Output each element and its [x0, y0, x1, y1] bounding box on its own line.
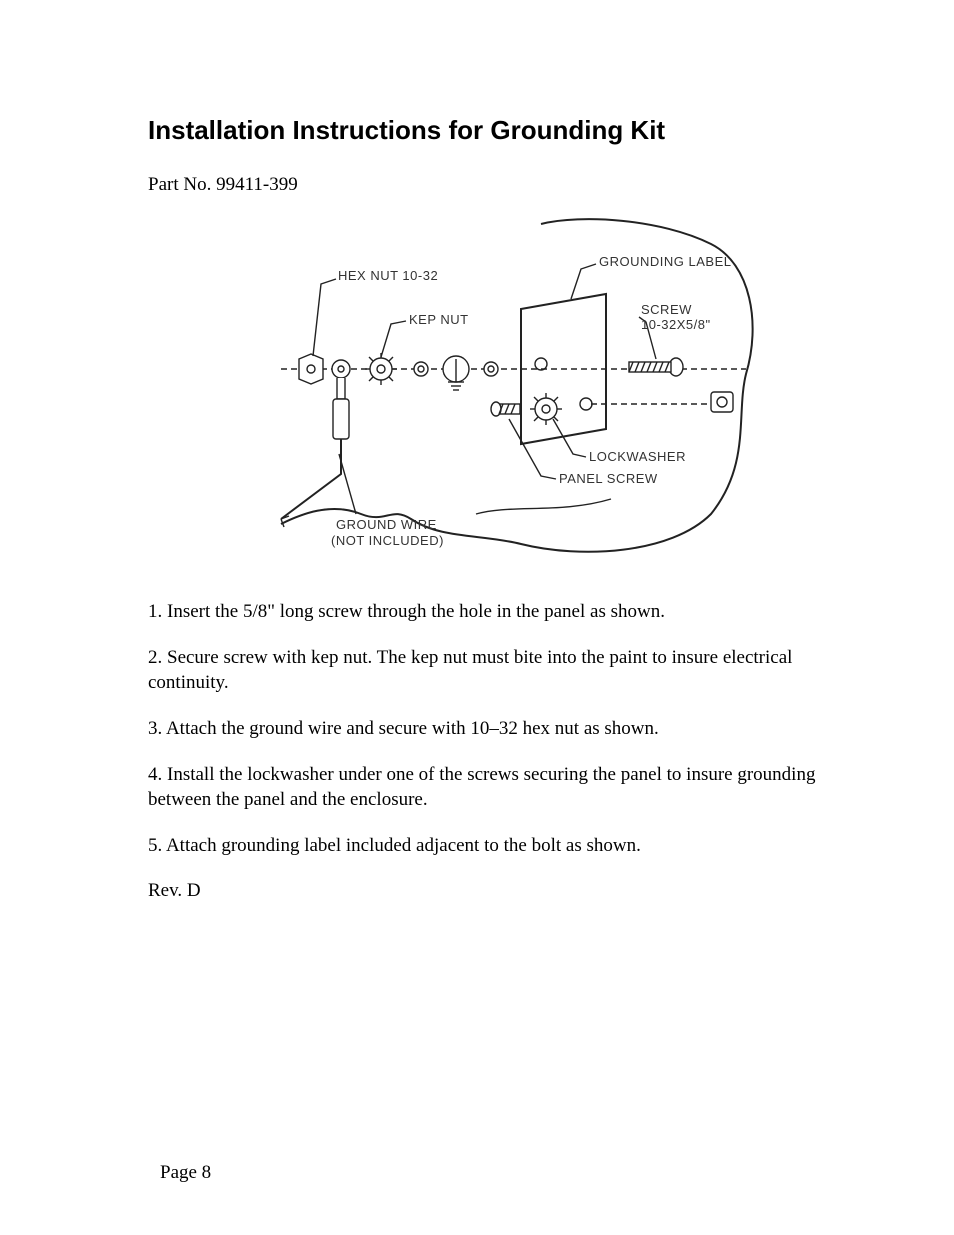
page-title: Installation Instructions for Grounding …	[148, 115, 854, 146]
label-grounding-label: GROUNDING LABEL	[599, 254, 731, 269]
label-ground-wire-2: (NOT INCLUDED)	[331, 533, 444, 548]
part-number: Part No. 99411-399	[148, 174, 854, 196]
step-5: 5. Attach grounding label included adjac…	[148, 834, 854, 858]
step-1: 1. Insert the 5/8" long screw through th…	[148, 600, 854, 624]
page-number: Page 8	[148, 1162, 854, 1184]
instruction-steps: 1. Insert the 5/8" long screw through th…	[148, 600, 854, 858]
step-3: 3. Attach the ground wire and secure wit…	[148, 717, 854, 741]
label-screw-1: SCREW	[641, 302, 692, 317]
grounding-kit-diagram: HEX NUT 10-32 GROUNDING LABEL KEP NUT SC…	[241, 214, 761, 574]
step-2: 2. Secure screw with kep nut. The kep nu…	[148, 646, 854, 695]
label-panel-screw: PANEL SCREW	[559, 471, 658, 486]
label-hex-nut: HEX NUT 10-32	[338, 268, 438, 283]
document-page: Installation Instructions for Grounding …	[0, 0, 954, 1224]
diagram-container: HEX NUT 10-32 GROUNDING LABEL KEP NUT SC…	[148, 214, 854, 574]
step-4: 4. Install the lockwasher under one of t…	[148, 763, 854, 812]
label-kep-nut: KEP NUT	[409, 312, 469, 327]
revision: Rev. D	[148, 880, 854, 902]
label-lockwasher: LOCKWASHER	[589, 449, 686, 464]
label-screw-2: 10-32X5/8"	[641, 317, 711, 332]
label-ground-wire-1: GROUND WIRE	[336, 517, 437, 532]
